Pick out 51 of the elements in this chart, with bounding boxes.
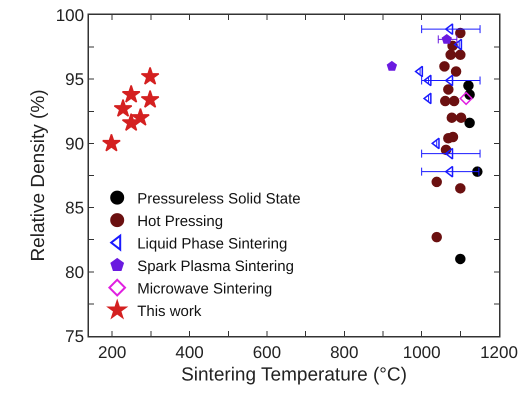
point [446, 112, 458, 123]
point [140, 90, 160, 108]
point [448, 132, 458, 142]
point [440, 96, 450, 106]
point [443, 84, 454, 95]
y-tick-label: 75 [65, 326, 84, 346]
point [448, 96, 460, 106]
point [114, 98, 132, 117]
x-tick-label: 800 [330, 342, 358, 362]
point [454, 38, 462, 50]
point [386, 61, 397, 71]
y-tick-label: 100 [56, 6, 84, 25]
point [455, 254, 466, 264]
x-tick-label: 200 [98, 342, 126, 362]
point [423, 74, 432, 86]
legend-label: Liquid Phase Sintering [137, 235, 288, 252]
x-axis-title: Sintering Temperature (°C) [181, 364, 407, 386]
x-tick-label: 400 [175, 342, 204, 362]
point [439, 61, 450, 72]
y-axis-title: Relative Density (%) [28, 89, 49, 262]
y-tick-label: 80 [65, 262, 84, 282]
legend-label: Spark Plasma Sintering [137, 258, 294, 275]
point [442, 34, 452, 44]
x-tick-label: 1200 [480, 342, 518, 362]
point [456, 112, 466, 123]
point [431, 176, 442, 188]
point [431, 232, 442, 242]
point [122, 84, 141, 103]
point [460, 92, 473, 106]
legend-label: This work [137, 302, 202, 320]
point [414, 66, 424, 78]
y-tick-label: 85 [65, 198, 84, 218]
point [463, 80, 474, 91]
point [102, 134, 121, 152]
point [450, 66, 462, 77]
legend-label: Microwave Sintering [137, 280, 272, 298]
y-tick-label: 90 [65, 134, 84, 154]
legend-label: Pressureless Solid State [137, 190, 301, 208]
point [455, 28, 466, 38]
point [455, 183, 466, 194]
legend-label: Hot Pressing [137, 212, 224, 230]
x-tick-label: 1000 [402, 342, 441, 362]
point [445, 74, 454, 86]
point [431, 137, 440, 150]
point [140, 66, 160, 85]
point [445, 50, 456, 60]
y-tick-label: 95 [65, 70, 84, 90]
point [455, 50, 466, 60]
point [464, 118, 475, 128]
x-tick-label: 600 [252, 342, 282, 362]
point [423, 92, 432, 104]
